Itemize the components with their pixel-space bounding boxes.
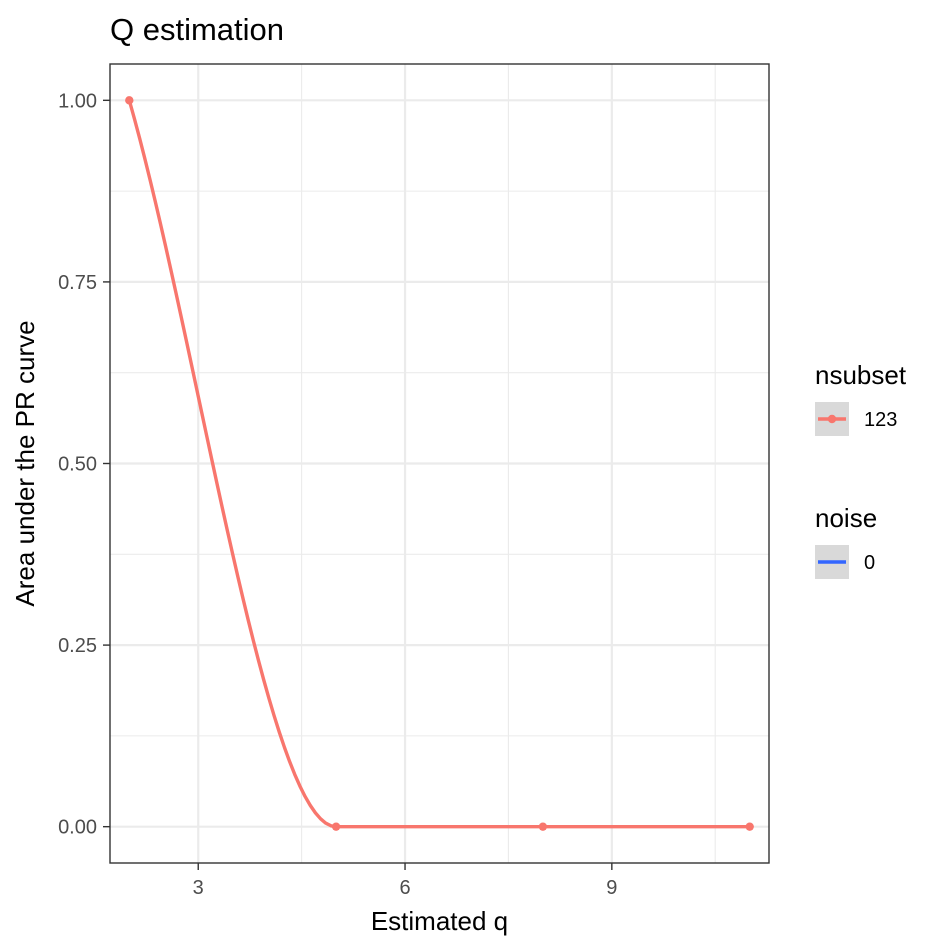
legend-label: 123 <box>864 409 897 431</box>
data-point <box>125 96 134 105</box>
y-tick-label: 1.00 <box>58 90 97 112</box>
y-axis: 0.00 0.25 0.50 0.75 1.00 <box>58 90 110 839</box>
y-tick-label: 0.25 <box>58 635 97 657</box>
x-tick-label: 9 <box>606 877 617 899</box>
series-line-123 <box>127 99 750 829</box>
chart-title: Q estimation <box>110 12 284 47</box>
y-tick-label: 0.50 <box>58 454 97 476</box>
x-tick-label: 3 <box>193 877 204 899</box>
legend-title: noise <box>815 503 877 533</box>
data-point <box>538 822 548 831</box>
legend-label: 0 <box>864 552 875 574</box>
legend-swatch-point <box>827 414 837 424</box>
points-layer <box>125 96 754 831</box>
data-point <box>745 822 754 831</box>
y-tick-label: 0.75 <box>58 272 97 294</box>
x-axis-title: Estimated q <box>371 906 508 936</box>
y-axis-title: Area under the PR curve <box>10 320 40 606</box>
legend-title: nsubset <box>815 360 907 390</box>
y-tick-label: 0.00 <box>58 817 97 839</box>
series-layer <box>127 99 750 829</box>
x-tick-label: 6 <box>399 877 410 899</box>
legend: nsubset 123 noise 0 <box>815 360 907 579</box>
data-point <box>331 822 341 831</box>
x-axis: 3 6 9 <box>193 863 617 899</box>
